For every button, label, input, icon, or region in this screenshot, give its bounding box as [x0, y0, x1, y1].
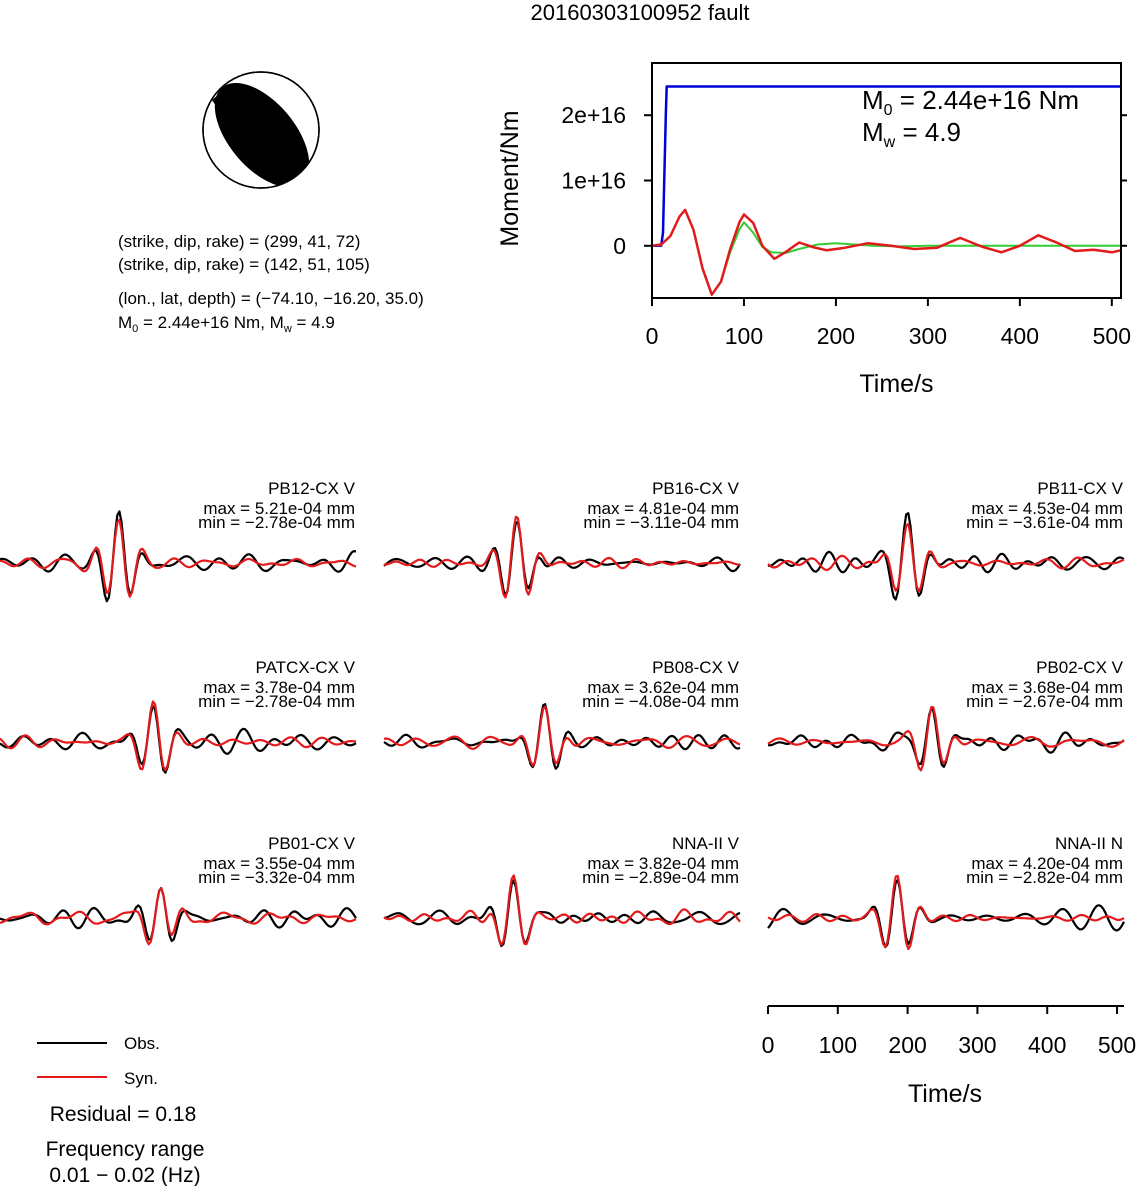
synthetic-waveform	[767, 706, 1125, 772]
x-tick-label: 200	[888, 1032, 926, 1058]
station-max: max = 3.78e-04 mm	[203, 678, 355, 697]
observed-waveform	[0, 705, 357, 774]
synthetic-waveform	[383, 874, 741, 946]
station-min: min = −4.08e-04 mm	[582, 692, 739, 711]
station-name: PB01-CX V	[268, 834, 356, 853]
synthetic-waveform	[767, 874, 1125, 951]
station-max: max = 4.53e-04 mm	[971, 499, 1123, 518]
x-tick-label: 400	[1001, 323, 1039, 349]
y-tick-label: 0	[613, 233, 626, 259]
annotation-mw: Mw = 4.9	[862, 117, 961, 151]
station-name: PB08-CX V	[652, 658, 740, 677]
magnitude-line: M0 = 2.44e+16 Nm, Mw = 4.9	[118, 313, 335, 335]
x-axis-label: Time/s	[859, 370, 933, 398]
station-max: max = 3.62e-04 mm	[587, 678, 739, 697]
station-max: max = 4.81e-04 mm	[587, 499, 739, 518]
synthetic-waveform	[0, 518, 357, 598]
waveform-time-axis: 0 100 200 300 400 500 Time/s	[762, 1005, 1136, 1108]
mechanism-plane-2: (strike, dip, rake) = (142, 51, 105)	[118, 255, 370, 274]
synthetic-waveform	[767, 522, 1125, 593]
synthetic-waveform	[383, 515, 740, 599]
y-tick-label: 2e+16	[561, 102, 626, 128]
x-tick-label: 0	[646, 323, 659, 349]
x-tick-label: 100	[819, 1032, 857, 1058]
legend: Obs. Syn.	[37, 1034, 160, 1088]
station-name: NNA-II N	[1055, 834, 1123, 853]
y-tick-label: 1e+16	[561, 168, 626, 194]
station-max: max = 3.82e-04 mm	[587, 854, 739, 873]
synthetic-waveform	[0, 700, 357, 772]
x-tick-label: 400	[1028, 1032, 1066, 1058]
frequency-range-label: Frequency range	[46, 1138, 205, 1161]
x-tick-label: 200	[817, 323, 855, 349]
x-tick-label: 0	[762, 1032, 775, 1058]
inversion-info: Residual = 0.18 Frequency range 0.01 − 0…	[46, 1103, 205, 1186]
station-name: PB16-CX V	[652, 479, 740, 498]
station-max: max = 5.21e-04 mm	[203, 499, 355, 518]
mechanism-plane-1: (strike, dip, rake) = (299, 41, 72)	[118, 232, 360, 251]
station-min: min = −3.32e-04 mm	[198, 868, 355, 887]
legend-obs-label: Obs.	[124, 1034, 160, 1053]
x-tick-label: 500	[1093, 323, 1131, 349]
moment-rate-chart: 0 100 200 300 400 500 0 1e+16 2e+16 Time/s Moment/…	[496, 62, 1131, 398]
observed-waveform	[383, 879, 741, 948]
x-tick-label: 300	[958, 1032, 996, 1058]
station-min: min = −2.78e-04 mm	[198, 692, 355, 711]
x-tick-label: 300	[909, 323, 947, 349]
annotation-m0: M0 = 2.44e+16 Nm	[862, 85, 1079, 119]
station-name: PB02-CX V	[1036, 658, 1124, 677]
beachball-icon	[202, 71, 320, 189]
frequency-range-value: 0.01 − 0.02 (Hz)	[49, 1164, 200, 1186]
x-tick-label: 500	[1098, 1032, 1136, 1058]
station-min: min = −3.61e-04 mm	[966, 513, 1123, 532]
station-name: PB12-CX V	[268, 479, 356, 498]
station-min: min = −2.89e-04 mm	[582, 868, 739, 887]
x-axis-label: Time/s	[908, 1080, 982, 1108]
station-max: max = 3.68e-04 mm	[971, 678, 1123, 697]
station-name: PB11-CX V	[1037, 479, 1123, 498]
station-max: max = 4.20e-04 mm	[971, 854, 1123, 873]
series-stf-red	[651, 208, 1122, 296]
station-max: max = 3.55e-04 mm	[203, 854, 355, 873]
observed-waveform	[0, 886, 357, 943]
synthetic-waveform	[383, 705, 741, 767]
station-min: min = −2.78e-04 mm	[198, 513, 355, 532]
mechanism-info: (strike, dip, rake) = (299, 41, 72) (str…	[118, 232, 424, 335]
figure-title: 20160303100952 fault	[531, 0, 750, 25]
synthetic-waveform	[0, 887, 357, 946]
station-min: min = −3.11e-04 mm	[583, 513, 739, 532]
station-name: PATCX-CX V	[256, 658, 356, 677]
legend-syn-label: Syn.	[124, 1069, 158, 1088]
station-name: NNA-II V	[672, 834, 740, 853]
series-stf-green	[651, 208, 1121, 296]
station-min: min = −2.67e-04 mm	[966, 692, 1123, 711]
residual-text: Residual = 0.18	[50, 1103, 197, 1126]
station-min: min = −2.82e-04 mm	[966, 868, 1123, 887]
observed-waveform	[767, 879, 1125, 949]
observed-waveform	[383, 521, 741, 597]
y-axis-label: Moment/Nm	[496, 110, 524, 246]
x-tick-label: 100	[725, 323, 763, 349]
hypocenter-location: (lon., lat, depth) = (−74.10, −16.20, 35…	[118, 289, 424, 308]
